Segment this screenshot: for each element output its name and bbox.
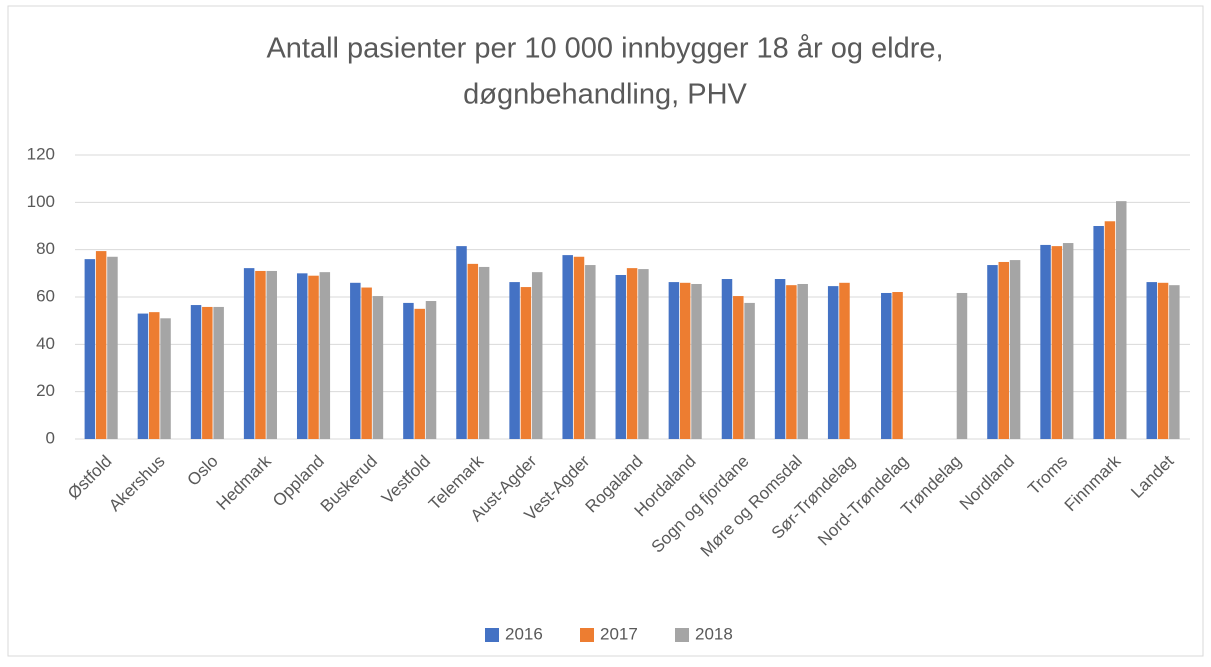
bar	[638, 269, 649, 439]
bar	[1157, 282, 1169, 439]
bar	[691, 283, 702, 439]
bar	[107, 256, 118, 439]
y-tick-label: 40	[36, 334, 55, 353]
legend-label: 2018	[695, 624, 733, 643]
bar	[266, 270, 277, 439]
bar	[1009, 260, 1021, 439]
legend-swatch	[485, 628, 499, 642]
bar	[467, 263, 479, 439]
bar	[1146, 282, 1158, 439]
y-tick-label: 20	[36, 381, 55, 400]
bar	[827, 286, 839, 439]
legend-swatch	[580, 628, 594, 642]
bar	[456, 246, 467, 439]
bar	[998, 261, 1010, 439]
bar	[668, 282, 680, 439]
bar	[148, 312, 160, 439]
bar	[881, 292, 892, 439]
bar	[839, 282, 850, 439]
bar	[679, 282, 691, 439]
bar	[626, 268, 638, 439]
bar	[531, 272, 543, 439]
bar	[1051, 246, 1063, 439]
bar	[478, 266, 490, 439]
bar	[160, 318, 171, 439]
bar	[509, 282, 520, 439]
y-tick-label: 120	[27, 144, 55, 163]
bar	[243, 268, 255, 439]
bar	[744, 302, 755, 439]
bar	[414, 308, 425, 439]
y-tick-label: 100	[27, 192, 55, 211]
y-tick-label: 0	[46, 428, 55, 447]
bar	[615, 274, 627, 439]
bar	[797, 283, 808, 439]
bar	[308, 275, 319, 439]
bar	[892, 292, 903, 439]
bar	[786, 285, 797, 439]
bar	[361, 287, 372, 439]
legend-label: 2016	[505, 624, 543, 643]
bar	[1040, 244, 1051, 439]
bar	[403, 302, 414, 439]
bar	[987, 265, 998, 439]
bar	[956, 292, 968, 439]
bar	[585, 265, 596, 439]
bar	[425, 301, 437, 439]
y-tick-label: 80	[36, 239, 55, 258]
bar	[350, 282, 361, 439]
bar	[1062, 243, 1074, 439]
bar	[520, 287, 532, 439]
y-tick-label: 60	[36, 286, 55, 305]
bar	[1169, 285, 1180, 439]
bar	[202, 306, 213, 439]
bar	[733, 296, 744, 439]
bar	[372, 296, 384, 439]
bar	[1116, 201, 1127, 439]
bar	[213, 306, 224, 439]
bar	[255, 270, 266, 439]
legend-label: 2017	[600, 624, 638, 643]
bar	[95, 251, 107, 439]
bar	[84, 259, 96, 439]
bar	[774, 279, 786, 439]
bar	[137, 313, 149, 439]
bar	[562, 255, 573, 439]
bar	[1093, 226, 1104, 439]
bar	[1104, 221, 1116, 439]
bar	[573, 256, 585, 439]
bar	[190, 305, 202, 439]
bar	[319, 272, 331, 439]
chart-title: døgnbehandling, PHV	[463, 79, 747, 111]
bar	[721, 279, 733, 439]
legend-swatch	[675, 628, 689, 642]
chart-title: Antall pasienter per 10 000 innbygger 18…	[266, 33, 943, 65]
bar	[296, 273, 308, 439]
